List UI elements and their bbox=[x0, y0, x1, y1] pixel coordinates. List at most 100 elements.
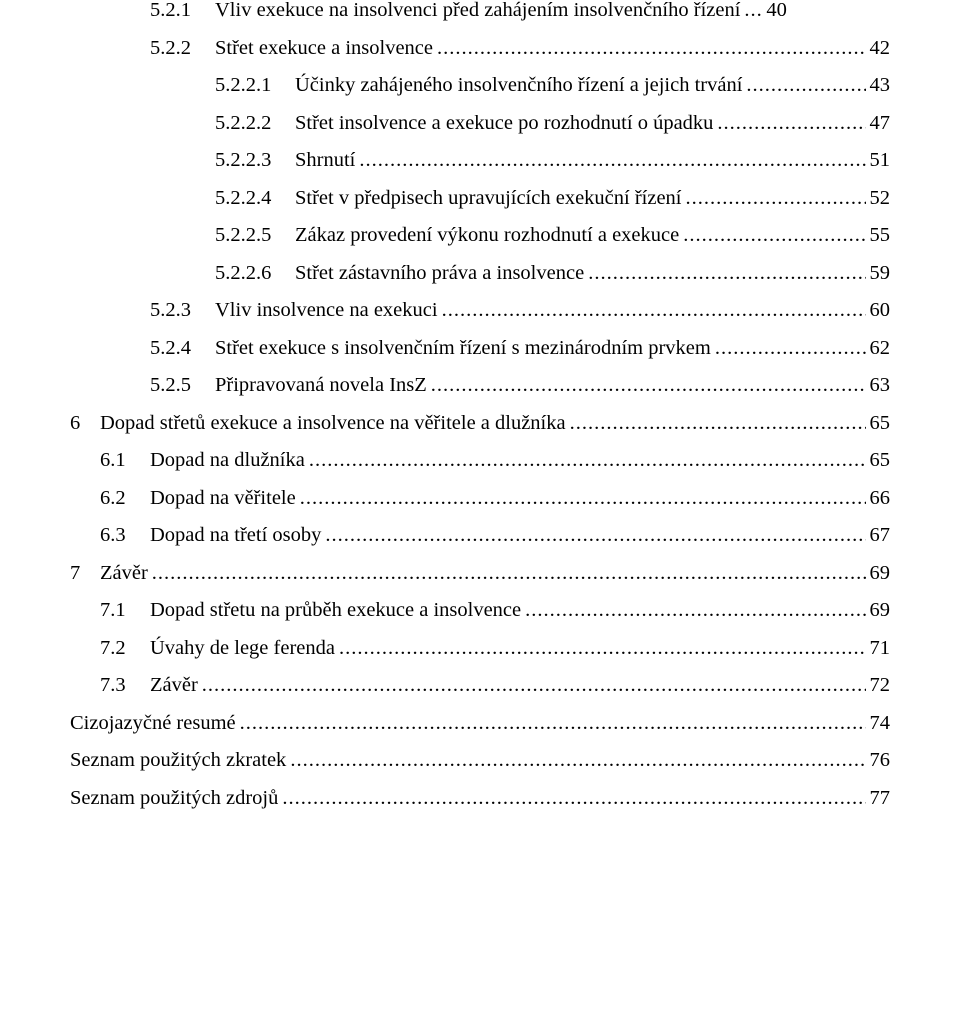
toc-entry-number: 7.3 bbox=[100, 675, 150, 696]
toc-entry-number: 6.1 bbox=[100, 450, 150, 471]
toc-entry-label: Zákaz provedení výkonu rozhodnutí a exek… bbox=[295, 225, 679, 246]
toc-entry-page: 62 bbox=[870, 338, 891, 359]
toc-leader-dots bbox=[715, 338, 866, 359]
toc-leader-dots bbox=[525, 600, 865, 621]
toc-entry-page: 47 bbox=[870, 113, 891, 134]
toc-entry-number: 6.2 bbox=[100, 488, 150, 509]
toc-entry-number: 7.1 bbox=[100, 600, 150, 621]
toc-entry-page: 43 bbox=[870, 75, 891, 96]
toc-entry-page: 60 bbox=[870, 300, 891, 321]
toc-leader-dots bbox=[309, 450, 866, 471]
toc-leader-dots bbox=[359, 150, 865, 171]
toc-entry-page: 65 bbox=[870, 413, 891, 434]
toc-entry: 7.1Dopad střetu na průběh exekuce a inso… bbox=[70, 600, 890, 621]
toc-entry-page: 69 bbox=[870, 600, 891, 621]
toc-entry: Seznam použitých zdrojů 77 bbox=[70, 788, 890, 809]
toc-entry-label: Vliv insolvence na exekuci bbox=[215, 300, 438, 321]
toc-entry-label: Střet v předpisech upravujících exekuční… bbox=[295, 188, 682, 209]
toc-entry-number: 5.2.2.1 bbox=[215, 75, 295, 96]
toc-entry: 5.2.2.3Shrnutí 51 bbox=[70, 150, 890, 171]
toc-leader-dots bbox=[570, 413, 866, 434]
toc-entry-page: 67 bbox=[870, 525, 891, 546]
toc-entry-page: 71 bbox=[870, 638, 891, 659]
toc-entry-number: 5.2.2.2 bbox=[215, 113, 295, 134]
toc-entry-label: Úvahy de lege ferenda bbox=[150, 638, 335, 659]
toc-entry-label: Dopad na třetí osoby bbox=[150, 525, 321, 546]
toc-leader-dots bbox=[152, 563, 866, 584]
toc-entry-number: 5.2.2.5 bbox=[215, 225, 295, 246]
toc-entry: Cizojazyčné resumé74 bbox=[70, 713, 890, 734]
toc-entry-label: Střet insolvence a exekuce po rozhodnutí… bbox=[295, 113, 713, 134]
toc-entry-label: Střet exekuce a insolvence bbox=[215, 38, 433, 59]
toc-entry-number: 7.2 bbox=[100, 638, 150, 659]
toc-entry-page: 59 bbox=[870, 263, 891, 284]
toc-entry-number: 5.2.2.4 bbox=[215, 188, 295, 209]
toc-entry-label: Dopad střetu na průběh exekuce a insolve… bbox=[150, 600, 521, 621]
toc-entry: 5.2.2.5Zákaz provedení výkonu rozhodnutí… bbox=[70, 225, 890, 246]
toc-leader-dots bbox=[442, 300, 866, 321]
toc-entry-number: 5.2.2.3 bbox=[215, 150, 295, 171]
toc-entry-number: 5.2.2 bbox=[150, 38, 215, 59]
toc-entry: 5.2.4Střet exekuce s insolvenčním řízení… bbox=[70, 338, 890, 359]
toc-entry-label: Připravovaná novela InsZ bbox=[215, 375, 427, 396]
toc-entry: 5.2.2Střet exekuce a insolvence 42 bbox=[70, 38, 890, 59]
toc-entry: 7Závěr 69 bbox=[70, 563, 890, 584]
toc-entry-label: Vliv exekuce na insolvenci před zahájení… bbox=[215, 0, 740, 21]
table-of-contents: 5.2.1Vliv exekuce na insolvenci před zah… bbox=[70, 0, 890, 808]
toc-entry-label: Dopad na dlužníka bbox=[150, 450, 305, 471]
toc-leader-dots bbox=[588, 263, 865, 284]
toc-entry: 5.2.2.1Účinky zahájeného insolvenčního ř… bbox=[70, 75, 890, 96]
toc-entry-page: 63 bbox=[870, 375, 891, 396]
toc-entry-label: Shrnutí bbox=[295, 150, 355, 171]
toc-leader-dots bbox=[290, 750, 865, 771]
toc-entry-page: 55 bbox=[870, 225, 891, 246]
toc-leader-dots bbox=[686, 188, 866, 209]
toc-entry-label: Závěr bbox=[100, 563, 148, 584]
toc-entry: 5.2.3Vliv insolvence na exekuci 60 bbox=[70, 300, 890, 321]
toc-leader-dots bbox=[325, 525, 865, 546]
toc-entry: 5.2.2.2Střet insolvence a exekuce po roz… bbox=[70, 113, 890, 134]
toc-entry-label: Závěr bbox=[150, 675, 198, 696]
toc-entry-page: 42 bbox=[870, 38, 891, 59]
toc-entry-page: 69 bbox=[870, 563, 891, 584]
toc-entry-number: 5.2.3 bbox=[150, 300, 215, 321]
toc-entry: 7.3Závěr 72 bbox=[70, 675, 890, 696]
toc-leader-dots bbox=[437, 38, 865, 59]
toc-leader-dots bbox=[300, 488, 866, 509]
toc-entry-page: 76 bbox=[870, 750, 891, 771]
toc-entry-label: Dopad střetů exekuce a insolvence na věř… bbox=[100, 413, 566, 434]
toc-entry-page: 51 bbox=[870, 150, 891, 171]
toc-entry-page: 77 bbox=[870, 788, 891, 809]
toc-entry-number: 5.2.2.6 bbox=[215, 263, 295, 284]
toc-leader-dots bbox=[717, 113, 865, 134]
toc-entry-label: Seznam použitých zdrojů bbox=[70, 788, 278, 809]
toc-leader-dots bbox=[282, 788, 865, 809]
toc-entry: 6Dopad střetů exekuce a insolvence na vě… bbox=[70, 413, 890, 434]
toc-entry-number: 6 bbox=[70, 413, 100, 434]
toc-leader-dots bbox=[202, 675, 866, 696]
toc-entry: 5.2.5Připravovaná novela InsZ 63 bbox=[70, 375, 890, 396]
toc-entry-number: 5.2.4 bbox=[150, 338, 215, 359]
toc-entry-page: 66 bbox=[870, 488, 891, 509]
toc-entry-number: 5.2.1 bbox=[150, 0, 215, 21]
toc-entry-page: 72 bbox=[870, 675, 891, 696]
toc-entry-label: Střet exekuce s insolvenčním řízení s me… bbox=[215, 338, 711, 359]
toc-entry-label: Účinky zahájeného insolvenčního řízení a… bbox=[295, 75, 742, 96]
toc-entry-label: Seznam použitých zkratek bbox=[70, 750, 286, 771]
toc-entry-page: 74 bbox=[870, 713, 891, 734]
toc-entry-label: Dopad na věřitele bbox=[150, 488, 296, 509]
toc-entry-number: 7 bbox=[70, 563, 100, 584]
toc-leader-dots bbox=[683, 225, 865, 246]
toc-entry-label: Střet zástavního práva a insolvence bbox=[295, 263, 584, 284]
toc-leader-dots bbox=[339, 638, 866, 659]
toc-leader-dots bbox=[240, 713, 866, 734]
toc-leader-dots bbox=[746, 75, 865, 96]
toc-leader-dots bbox=[431, 375, 866, 396]
toc-entry: 6.1Dopad na dlužníka 65 bbox=[70, 450, 890, 471]
toc-entry-number: 5.2.5 bbox=[150, 375, 215, 396]
toc-entry: 5.2.1Vliv exekuce na insolvenci před zah… bbox=[70, 0, 890, 21]
toc-entry-number: 6.3 bbox=[100, 525, 150, 546]
toc-entry-page: 52 bbox=[870, 188, 891, 209]
toc-entry-page: 65 bbox=[870, 450, 891, 471]
toc-entry-page: 40 bbox=[766, 0, 787, 21]
